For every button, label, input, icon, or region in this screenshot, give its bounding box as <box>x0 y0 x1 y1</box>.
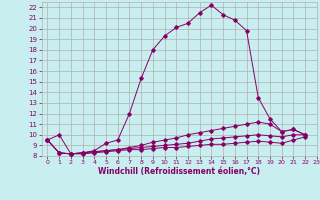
X-axis label: Windchill (Refroidissement éolien,°C): Windchill (Refroidissement éolien,°C) <box>98 167 260 176</box>
